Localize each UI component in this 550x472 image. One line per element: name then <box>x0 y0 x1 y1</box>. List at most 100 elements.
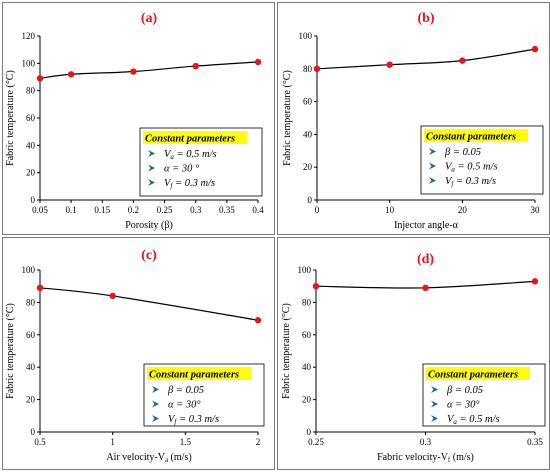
arrow-bullet-icon <box>429 162 436 170</box>
parameter-item: β = 0.05 <box>167 385 204 396</box>
arrow-bullet-icon <box>152 400 159 408</box>
parameters-title: Constant parameters <box>149 370 239 381</box>
x-tick-label: 2 <box>256 437 261 447</box>
data-point <box>130 68 137 75</box>
parameters-title-highlight <box>143 131 247 144</box>
y-tick-label: 0 <box>31 195 36 205</box>
data-point <box>313 65 321 73</box>
x-tick-label: 0.25 <box>308 437 324 447</box>
panel-label: (b) <box>417 11 434 26</box>
y-tick-label: 20 <box>302 395 312 405</box>
y-tick-label: 60 <box>302 330 312 340</box>
panel-label: (c) <box>141 248 157 263</box>
y-tick-label: 80 <box>302 297 312 307</box>
parameter-item: α = 30° <box>447 400 480 411</box>
x-tick-label: 0.1 <box>66 205 77 215</box>
x-tick-label: 0.25 <box>157 205 173 215</box>
y-tick-label: 0 <box>307 427 312 437</box>
x-axis-label: Injector angle-α <box>394 220 459 231</box>
panel-frame <box>2 2 275 235</box>
chart-panel: 0 20 40 60 80 100 0.25 0.3 0.35 Fabric velocity-V… <box>281 252 546 464</box>
x-tick-label: 30 <box>531 205 541 215</box>
chart-panel: 0 20 40 60 80 100 0 10 20 30 Injector angle-α Fabri… <box>282 11 544 231</box>
x-tick-label: 0.4 <box>252 205 264 215</box>
data-point <box>422 284 429 292</box>
data-point <box>531 45 539 53</box>
y-tick-label: 60 <box>303 97 313 107</box>
panel-label: (a) <box>141 11 158 26</box>
arrow-bullet-icon <box>148 179 155 186</box>
parameters-title-highlight <box>426 367 530 380</box>
x-tick-label: 20 <box>458 205 468 215</box>
parameters-title: Constant parameters <box>428 370 518 381</box>
x-tick-label: 1.5 <box>180 437 192 447</box>
y-tick-label: 60 <box>26 330 36 340</box>
arrow-bullet-icon <box>429 148 436 155</box>
x-tick-label: 0.5 <box>34 437 46 447</box>
y-tick-label: 40 <box>26 140 36 150</box>
arrow-bullet-icon <box>429 177 436 184</box>
y-tick-label: 80 <box>303 64 313 74</box>
y-tick-label: 100 <box>22 58 36 68</box>
x-tick-label: 0.3 <box>420 437 432 447</box>
data-point <box>312 283 320 290</box>
data-point <box>254 58 262 66</box>
data-point <box>67 71 75 78</box>
data-point <box>531 278 539 285</box>
y-tick-label: 20 <box>303 162 313 172</box>
y-tick-label: 40 <box>26 362 36 372</box>
data-point <box>36 284 44 292</box>
arrow-bullet-icon <box>148 150 155 157</box>
x-tick-label: 0.3 <box>190 205 202 215</box>
data-point <box>36 75 44 82</box>
series-line <box>39 287 259 321</box>
y-tick-label: 40 <box>303 129 313 139</box>
y-tick-label: 80 <box>26 297 36 307</box>
chart-panel: 0 20 40 60 80 100 0.5 1 1.5 2 Air velocity-Va (m/s… <box>5 248 265 464</box>
y-tick-label: 120 <box>22 31 36 41</box>
x-tick-label: 10 <box>385 205 395 215</box>
data-point <box>254 317 262 324</box>
y-tick-label: 100 <box>298 265 312 275</box>
parameter-item: Vf = 0.3 m/s <box>168 414 219 426</box>
data-point <box>459 57 466 64</box>
x-tick-label: 0.2 <box>128 205 139 215</box>
x-tick-label: 0.15 <box>94 205 110 215</box>
y-axis-label: Fabric temperature (°C) <box>5 70 16 166</box>
panel-label: (d) <box>417 252 434 267</box>
parameter-item: Vf = 0.3 m/s <box>445 176 496 188</box>
x-axis-label: Fabric velocity-Vf (m/s) <box>377 452 474 464</box>
parameters-title: Constant parameters <box>145 134 235 145</box>
arrow-bullet-icon <box>148 164 155 172</box>
series-line <box>316 48 536 70</box>
y-axis-label: Fabric temperature (°C) <box>281 303 292 399</box>
y-tick-label: 80 <box>26 86 36 96</box>
x-axis-label: Air velocity-Va (m/s) <box>106 452 191 464</box>
x-tick-label: 1 <box>110 437 115 447</box>
parameter-item: Vf = 0.3 m/s <box>164 178 215 190</box>
parameter-item: β = 0.05 <box>444 147 481 158</box>
parameters-title-highlight <box>147 367 251 380</box>
data-point <box>109 292 116 300</box>
y-tick-label: 0 <box>31 427 36 437</box>
y-tick-label: 100 <box>299 31 313 41</box>
x-tick-label: 0 <box>315 205 320 215</box>
parameter-item: Va = 0.5 m/s <box>447 414 500 426</box>
x-tick-label: 0.35 <box>219 205 235 215</box>
parameter-item: α = 30 ° <box>164 164 200 175</box>
arrow-bullet-icon <box>431 386 438 393</box>
x-tick-label: 0.35 <box>527 437 543 447</box>
x-tick-label: 0.05 <box>32 205 48 215</box>
parameters-title: Constant parameters <box>426 132 516 143</box>
parameter-item: β = 0.05 <box>446 385 483 396</box>
parameter-item: Va = 0.5 m/s <box>445 162 498 174</box>
data-point <box>386 61 393 68</box>
y-tick-label: 60 <box>26 113 36 123</box>
x-axis-label: Porosity (β) <box>125 220 173 231</box>
y-tick-label: 20 <box>26 168 36 178</box>
data-point <box>192 62 199 70</box>
arrow-bullet-icon <box>152 386 159 393</box>
panel-frame <box>2 237 275 470</box>
